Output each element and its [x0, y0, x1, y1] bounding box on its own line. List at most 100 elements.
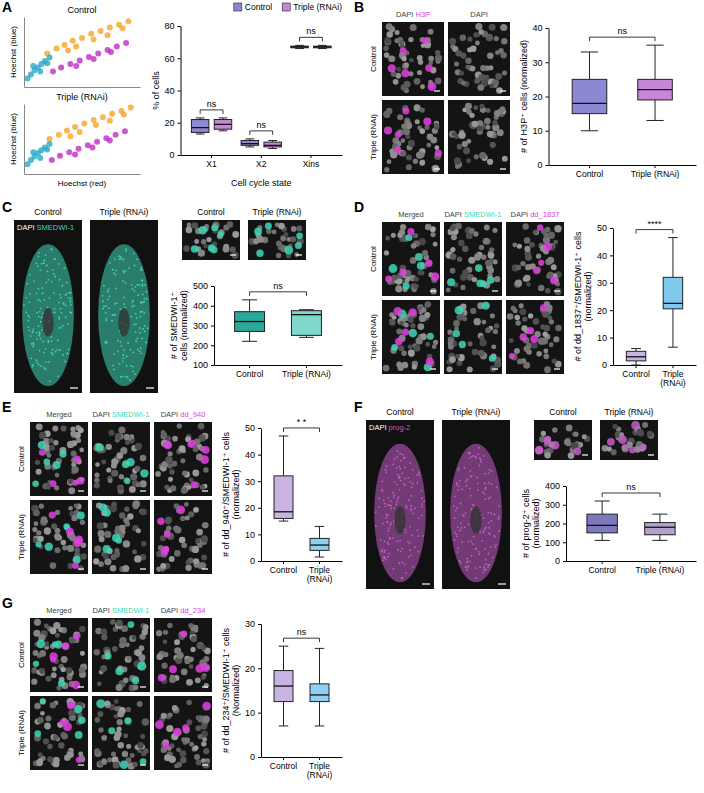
worm-cell: [382, 523, 384, 525]
point: [76, 146, 82, 152]
point: [37, 155, 43, 161]
worm-cell: [141, 301, 143, 303]
tick-mark: [546, 165, 549, 166]
tick-mark: [546, 97, 549, 98]
worm-cell: [459, 560, 461, 562]
worm-body: [22, 244, 74, 386]
worm-cell: [388, 527, 390, 529]
nucleus: [433, 242, 438, 247]
median: [214, 124, 231, 125]
points: [24, 18, 131, 81]
micrograph-background: [92, 422, 150, 496]
tick-label: 40: [597, 251, 607, 261]
nucleus: [101, 460, 106, 465]
nucleus: [536, 254, 541, 259]
worm-cell: [460, 503, 462, 505]
worm-cell: [119, 363, 121, 365]
nucleus: [470, 66, 476, 72]
tick: Triple(RNAi): [307, 561, 333, 584]
stained-cell: [384, 126, 392, 134]
worm-cell: [478, 447, 480, 449]
worm-cell: [40, 317, 42, 319]
worm-cell: [455, 533, 457, 535]
scale-bar: [140, 490, 146, 491]
worm-cell: [475, 457, 477, 459]
nucleus: [549, 319, 554, 324]
point: [64, 128, 70, 134]
worm-cell: [32, 342, 34, 344]
micrograph-background: [30, 422, 88, 496]
stained-cell: [407, 228, 414, 235]
worm-cell: [498, 505, 500, 507]
panel: DMergedDAPI SMEDWI-1DAPI dd_1837ControlT…: [354, 199, 697, 388]
stained-cell: [52, 461, 60, 469]
worm-cell: [479, 566, 481, 568]
worm-cell: [122, 357, 124, 359]
stained-cell: [395, 338, 402, 345]
worm-cell: [125, 376, 127, 378]
nucleus: [534, 230, 539, 235]
box: [310, 526, 329, 557]
nucleus: [419, 152, 425, 158]
worm-cell: [70, 304, 72, 306]
point: [100, 114, 106, 120]
tick: Control: [270, 561, 298, 575]
nucleus: [141, 541, 146, 546]
worm-cell: [410, 508, 412, 510]
worm-cell: [103, 305, 105, 307]
worm-cell: [38, 288, 40, 290]
significance-bracket: [200, 110, 223, 114]
x-axis: ControlTriple(RNAi): [614, 365, 697, 388]
nucleus: [32, 527, 37, 532]
worm-cell: [405, 572, 407, 574]
nucleus: [421, 307, 427, 313]
nucleus: [398, 345, 404, 351]
worm-cell: [393, 507, 395, 509]
worm-cell: [32, 328, 34, 330]
worm-cell: [409, 526, 411, 528]
worm-cell: [45, 361, 47, 363]
tick: 100: [193, 360, 214, 370]
worm-cell: [146, 298, 148, 300]
box-body: [214, 120, 231, 130]
nucleus: [200, 485, 205, 490]
stained-cell: [45, 542, 53, 550]
tick-label: 40: [533, 23, 543, 33]
nucleus: [466, 158, 471, 163]
worm-cell: [479, 531, 481, 533]
tick-mark: [261, 155, 262, 158]
stained-cell: [254, 227, 262, 235]
whisker-cap: [242, 299, 257, 300]
worm-cell: [139, 332, 141, 334]
nucleus: [406, 154, 412, 160]
box: [291, 45, 308, 48]
worm-cell: [126, 365, 128, 367]
worm-cell: [410, 554, 412, 556]
whisker: [283, 436, 284, 476]
worm-cell: [135, 286, 137, 288]
worm-cell: [417, 529, 419, 531]
worm-cell: [51, 248, 53, 250]
nucleus: [526, 282, 531, 287]
whisker: [636, 361, 637, 365]
micrograph: [600, 420, 658, 460]
worm-cell: [380, 539, 382, 541]
worm-cell: [412, 469, 414, 471]
nucleus: [573, 432, 578, 437]
nucleus: [160, 563, 166, 569]
tick-mark: [610, 283, 613, 284]
tick: 30: [597, 278, 613, 288]
tick-label: 20: [245, 503, 255, 513]
worm-cell: [485, 559, 487, 561]
nucleus: [543, 332, 548, 337]
image-title: Triple (RNAi): [452, 407, 501, 417]
worm-cell: [472, 543, 474, 545]
nucleus: [181, 487, 188, 494]
tick-label: 80: [165, 21, 175, 31]
worm-cell: [488, 482, 490, 484]
worm-cell: [399, 489, 401, 491]
worm-cell: [140, 311, 142, 313]
nucleus: [478, 350, 484, 356]
median: [626, 356, 645, 357]
nucleus: [276, 253, 281, 258]
